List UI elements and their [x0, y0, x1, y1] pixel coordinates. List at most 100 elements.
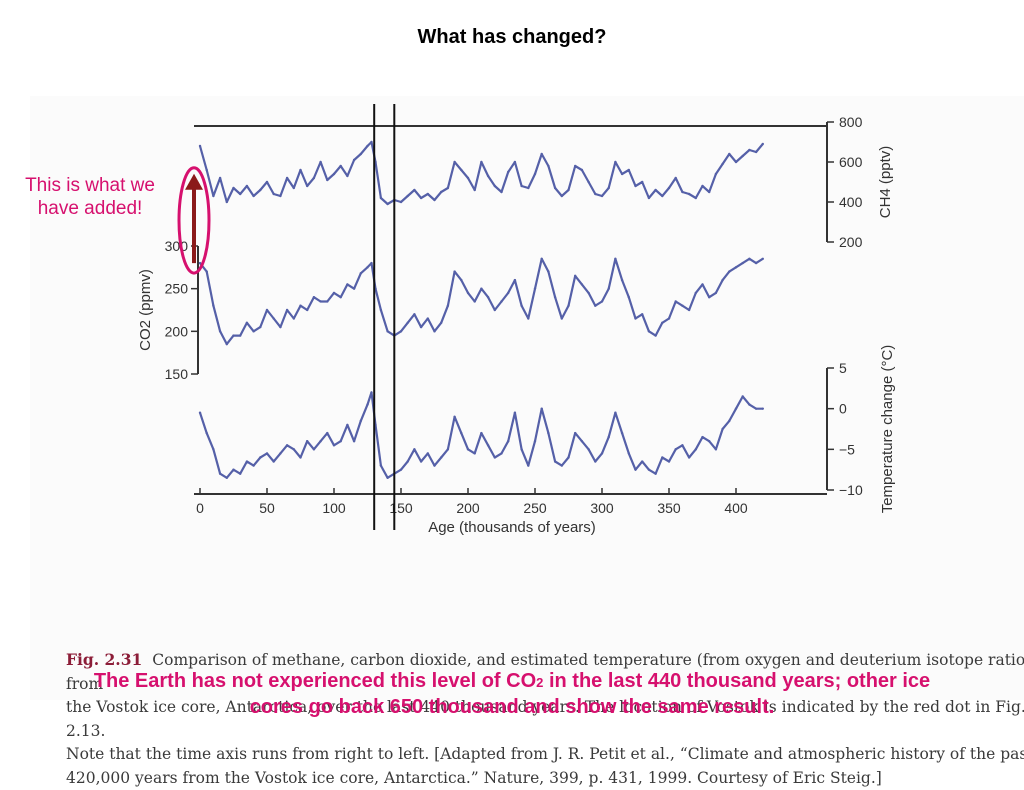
data-point-ch4: [608, 187, 610, 189]
data-point-co2: [681, 305, 683, 307]
data-point-temperature: [400, 468, 402, 470]
y-tick-label-co2: 250: [165, 281, 189, 297]
x-tick-label: 350: [657, 500, 681, 516]
conclusion-text: The Earth has not experienced this level…: [0, 669, 1024, 719]
data-point-temperature: [420, 460, 422, 462]
data-point-temperature: [273, 460, 275, 462]
data-point-temperature: [541, 407, 543, 409]
data-point-co2: [701, 283, 703, 285]
callout-line-1: This is what we: [0, 174, 180, 197]
data-point-co2: [206, 270, 208, 272]
data-point-temperature: [494, 456, 496, 458]
data-point-temperature: [266, 452, 268, 454]
data-point-co2: [366, 266, 368, 268]
data-point-co2: [507, 292, 509, 294]
data-point-ch4: [762, 143, 764, 145]
data-point-co2: [360, 272, 362, 274]
data-point-temperature: [299, 456, 301, 458]
data-point-co2: [494, 309, 496, 311]
data-point-co2: [514, 279, 516, 281]
x-tick-label: 300: [590, 500, 614, 516]
data-point-ch4: [567, 189, 569, 191]
data-point-temperature: [386, 477, 388, 479]
data-point-co2: [480, 287, 482, 289]
data-point-co2: [614, 258, 616, 260]
data-point-co2: [299, 305, 301, 307]
data-point-ch4: [340, 165, 342, 167]
data-point-co2: [246, 322, 248, 324]
data-point-ch4: [701, 185, 703, 187]
data-point-temperature: [708, 440, 710, 442]
data-point-ch4: [574, 165, 576, 167]
data-point-co2: [326, 300, 328, 302]
y-tick-label-temperature: −5: [839, 441, 855, 457]
data-point-co2: [453, 270, 455, 272]
data-point-co2: [708, 296, 710, 298]
data-point-ch4: [681, 191, 683, 193]
data-point-ch4: [587, 181, 589, 183]
y-tick-label-ch4: 800: [839, 114, 863, 130]
data-point-ch4: [407, 195, 409, 197]
data-point-ch4: [721, 163, 723, 165]
data-point-co2: [440, 322, 442, 324]
data-point-ch4: [453, 161, 455, 163]
data-point-temperature: [226, 477, 228, 479]
data-point-ch4: [748, 149, 750, 151]
x-axis-label: Age (thousands of years): [428, 519, 596, 536]
data-point-temperature: [427, 452, 429, 454]
data-point-temperature: [366, 403, 368, 405]
data-point-co2: [594, 305, 596, 307]
data-point-co2: [695, 292, 697, 294]
data-point-temperature: [433, 464, 435, 466]
data-point-temperature: [520, 448, 522, 450]
data-point-temperature: [608, 436, 610, 438]
data-point-temperature: [628, 452, 630, 454]
data-point-ch4: [648, 197, 650, 199]
y-tick-label-temperature: −10: [839, 482, 863, 498]
data-point-co2: [541, 258, 543, 260]
data-point-co2: [353, 287, 355, 289]
data-point-temperature: [279, 452, 281, 454]
data-point-ch4: [634, 185, 636, 187]
data-point-co2: [427, 317, 429, 319]
data-point-co2: [728, 270, 730, 272]
data-point-temperature: [467, 448, 469, 450]
data-point-co2: [239, 334, 241, 336]
data-point-ch4: [440, 191, 442, 193]
data-point-co2: [407, 322, 409, 324]
data-point-ch4: [520, 185, 522, 187]
series-line-ch4: [200, 142, 763, 204]
conclusion-line-2: cores go back 650 thousand and show the …: [0, 695, 1024, 719]
data-point-ch4: [614, 161, 616, 163]
data-point-ch4: [487, 175, 489, 177]
data-point-co2: [199, 262, 201, 264]
data-point-temperature: [326, 432, 328, 434]
data-point-ch4: [661, 195, 663, 197]
data-point-ch4: [433, 199, 435, 201]
caption-line-4: 420,000 years from the Vostok ice core, …: [66, 767, 1024, 790]
data-point-ch4: [715, 173, 717, 175]
conclusion-line-1: The Earth has not experienced this level…: [0, 669, 1024, 695]
data-point-temperature: [447, 448, 449, 450]
data-point-co2: [279, 326, 281, 328]
data-point-ch4: [279, 195, 281, 197]
data-point-ch4: [500, 191, 502, 193]
data-point-co2: [574, 275, 576, 277]
data-point-temperature: [360, 420, 362, 422]
data-point-ch4: [527, 187, 529, 189]
data-point-co2: [370, 262, 372, 264]
data-point-ch4: [306, 185, 308, 187]
data-point-ch4: [199, 145, 201, 147]
data-point-ch4: [370, 141, 372, 143]
data-point-co2: [273, 317, 275, 319]
data-point-co2: [433, 330, 435, 332]
data-point-co2: [587, 292, 589, 294]
x-tick-label: 50: [259, 500, 275, 516]
data-point-ch4: [246, 185, 248, 187]
data-point-co2: [386, 330, 388, 332]
y-tick-label-co2: 150: [165, 366, 189, 382]
data-point-temperature: [252, 464, 254, 466]
y-tick-label-co2: 200: [165, 323, 189, 339]
data-point-temperature: [755, 407, 757, 409]
data-point-temperature: [206, 432, 208, 434]
